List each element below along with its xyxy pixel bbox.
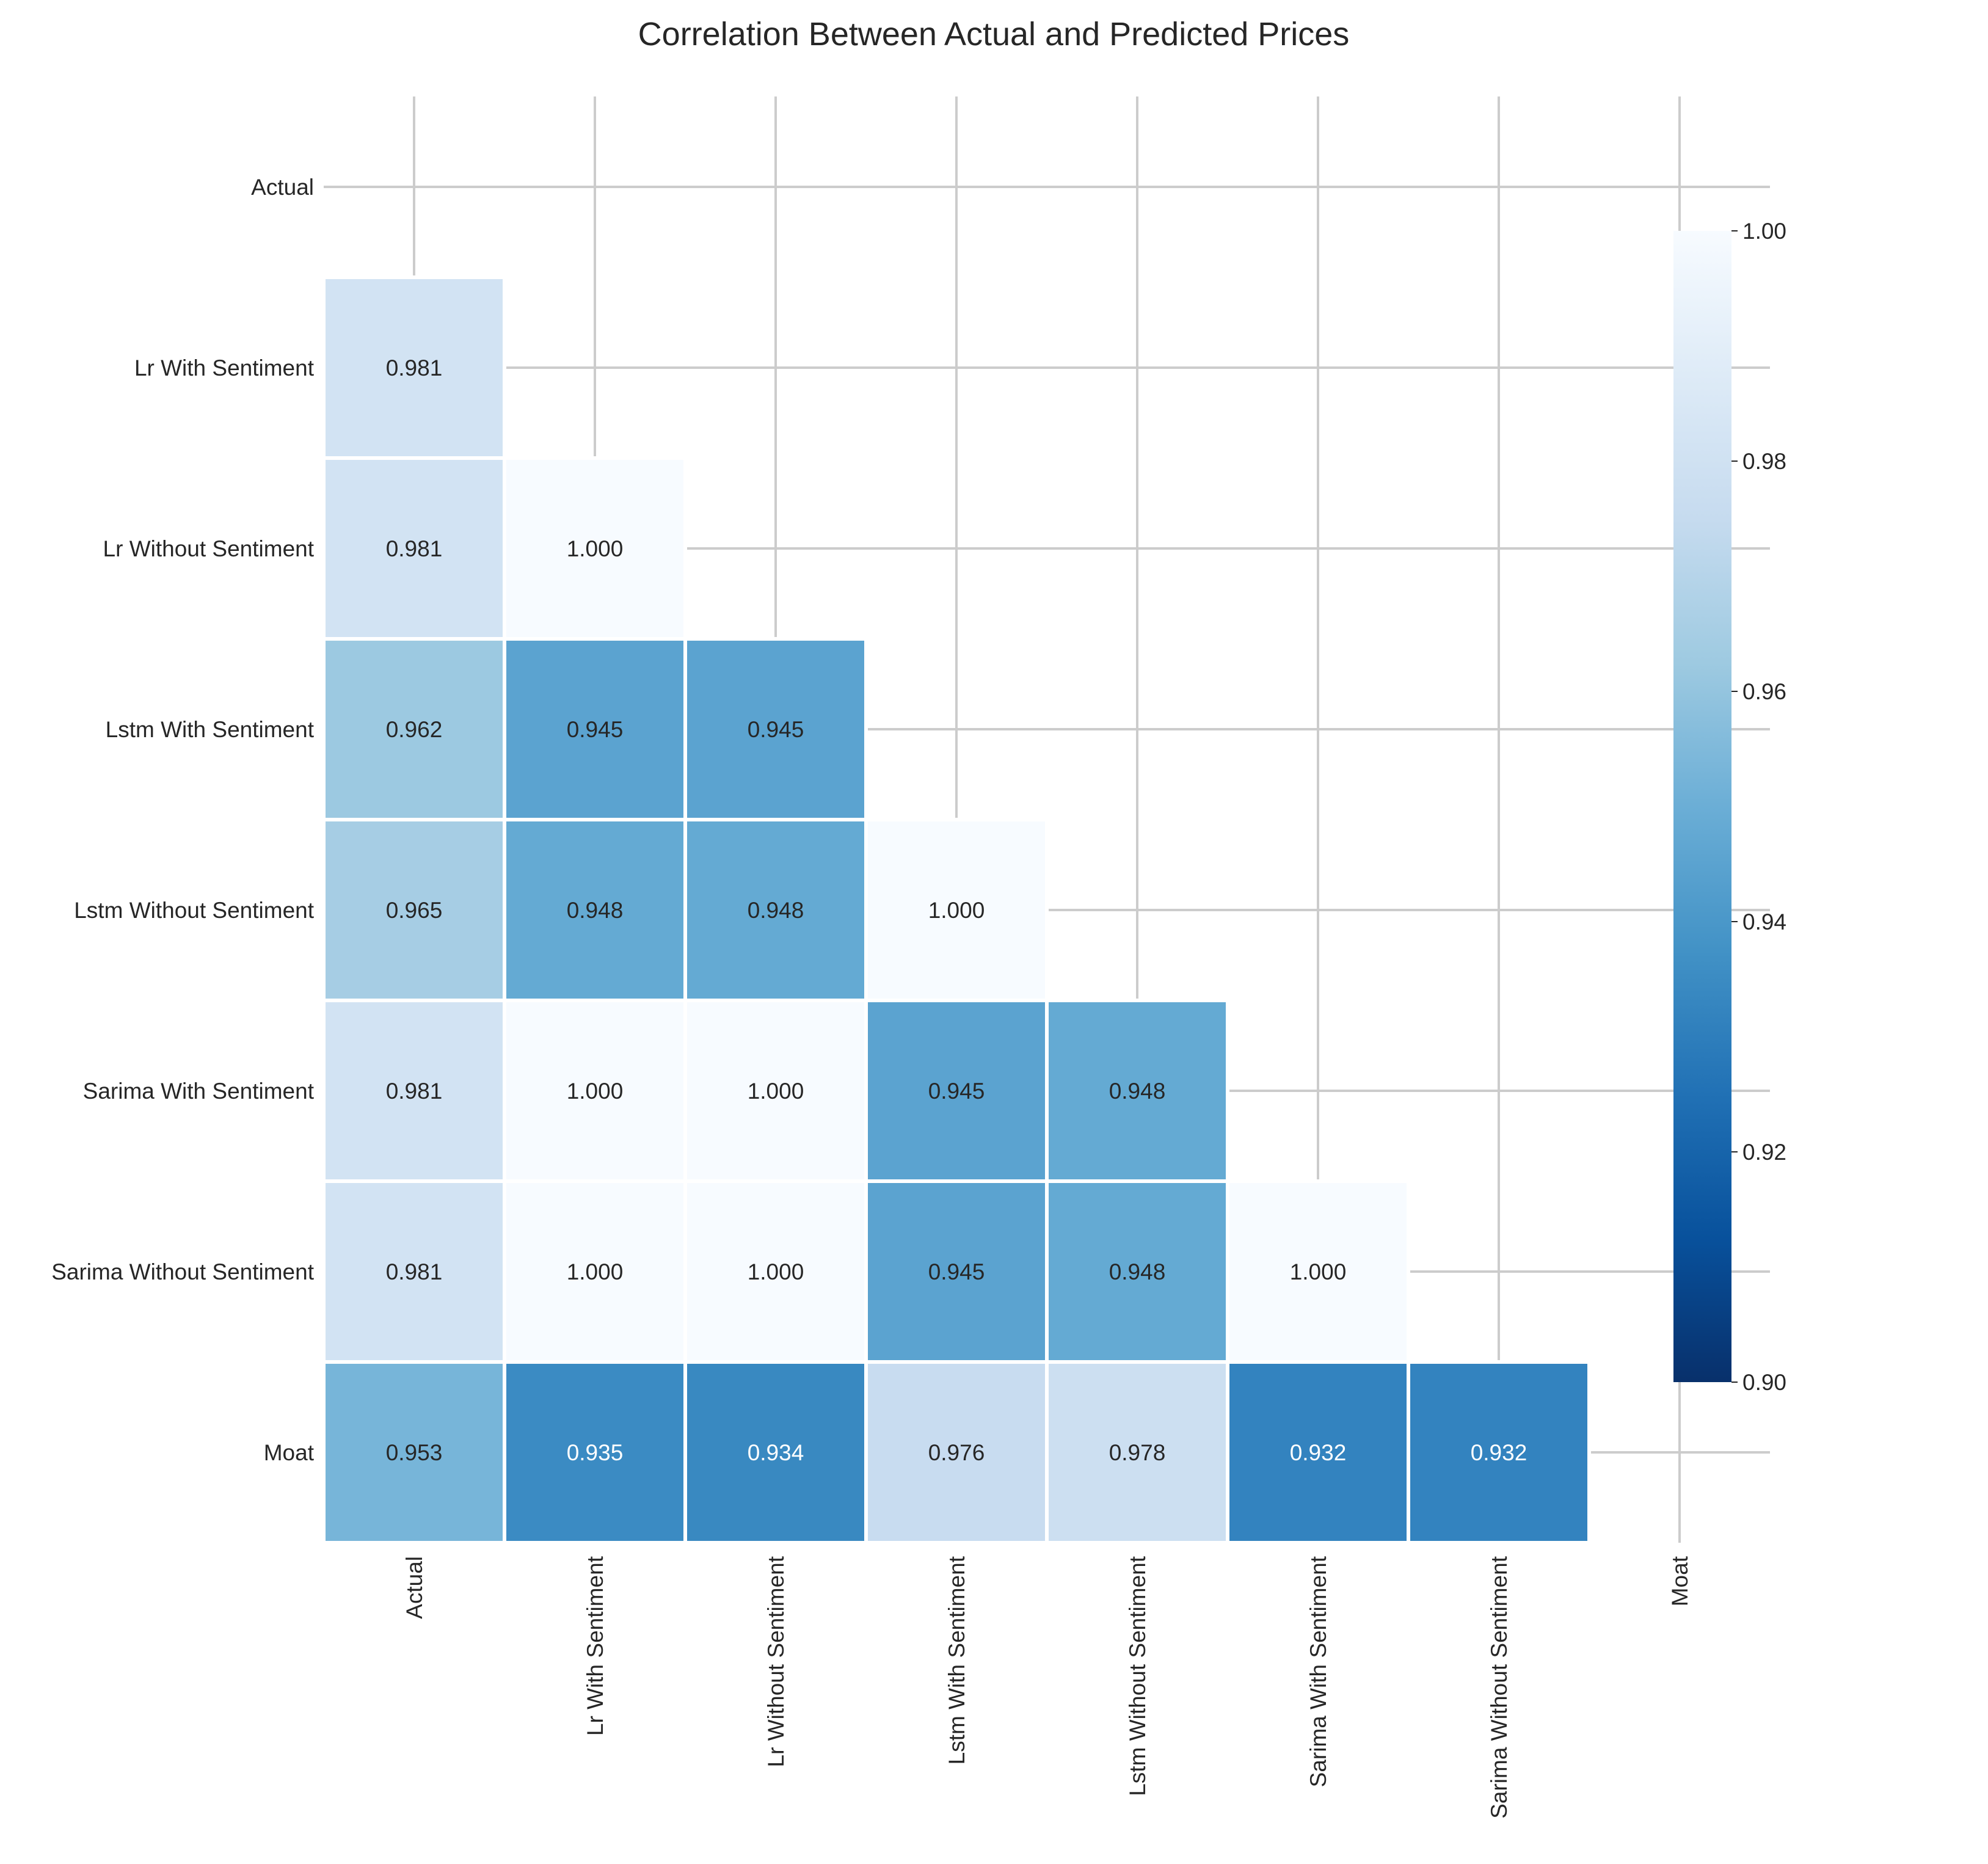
y-tick-label: Lstm Without Sentiment [74, 898, 314, 923]
cell-value-label: 0.932 [1290, 1440, 1347, 1465]
heatmap-cells: 0.981 0.981 1.000 0.962 0.945 0.945 0.965 0.948… [322, 275, 1591, 1545]
x-tick-label: Lr Without Sentiment [763, 1556, 788, 1767]
heatmap-cell [683, 1179, 868, 1364]
cell-value-label: 0.935 [567, 1440, 624, 1465]
colorbar-tick-label: 0.92 [1742, 1140, 1786, 1165]
colorbar-tick-label: 0.98 [1742, 449, 1786, 474]
cell-value-label: 0.981 [386, 1079, 443, 1104]
heatmap-cell [1407, 1360, 1591, 1545]
cell-value-label: 1.000 [748, 1079, 804, 1104]
y-tick-label: Sarima Without Sentiment [51, 1259, 315, 1284]
heatmap-cell [683, 637, 868, 821]
y-tick-label: Actual [251, 175, 314, 200]
cell-value-label: 0.948 [1109, 1079, 1166, 1104]
heatmap-cell [1226, 1179, 1410, 1364]
colorbar: 0.90 0.92 0.94 0.96 0.98 1.00 [1673, 219, 1786, 1395]
cell-value-label: 0.965 [386, 898, 443, 923]
x-tick-label: Actual [402, 1556, 427, 1619]
colorbar-gradient [1673, 231, 1731, 1382]
y-tick-label: Lstm With Sentiment [106, 717, 315, 742]
cell-value-label: 0.976 [928, 1440, 985, 1465]
heatmap-cell [683, 1360, 868, 1545]
cell-value-label: 0.948 [748, 898, 804, 923]
cell-value-label: 0.948 [1109, 1259, 1166, 1284]
y-tick-label: Lr With Sentiment [134, 355, 315, 380]
cell-value-label: 0.932 [1471, 1440, 1527, 1465]
heatmap-cell [322, 637, 506, 821]
heatmap-cell [1226, 1360, 1410, 1545]
y-tick-labels: Actual Lr With Sentiment Lr Without Sentim… [51, 175, 315, 1465]
y-tick-label: Lr Without Sentiment [103, 536, 315, 561]
cell-value-label: 1.000 [928, 898, 985, 923]
heatmap-cell [503, 637, 687, 821]
x-tick-labels: Actual Lr With Sentiment Lr Without Sentim… [402, 1556, 1692, 1819]
heatmap-cell [322, 1179, 506, 1364]
heatmap-cell [1045, 1360, 1229, 1545]
heatmap-cell [503, 1360, 687, 1545]
cell-value-label: 0.981 [386, 536, 443, 561]
x-tick-label: Lstm With Sentiment [944, 1556, 969, 1764]
cell-value-label: 1.000 [567, 1259, 624, 1284]
heatmap-cell [503, 456, 687, 641]
colorbar-ticks: 0.90 0.92 0.94 0.96 0.98 1.00 [1731, 219, 1786, 1395]
x-tick-label: Sarima With Sentiment [1306, 1556, 1331, 1787]
chart-title: Correlation Between Actual and Predicted… [638, 16, 1350, 53]
heatmap-cell [503, 999, 687, 1183]
cell-value-label: 1.000 [567, 536, 624, 561]
cell-value-label: 0.945 [928, 1079, 985, 1104]
heatmap-cell [503, 818, 687, 1002]
colorbar-tick-label: 0.90 [1742, 1370, 1786, 1395]
heatmap-cell [1045, 999, 1229, 1183]
cell-value-label: 1.000 [567, 1079, 624, 1104]
cell-value-label: 0.934 [748, 1440, 804, 1465]
x-tick-label: Lstm Without Sentiment [1125, 1556, 1150, 1796]
colorbar-tick-label: 0.96 [1742, 679, 1786, 704]
y-tick-label: Sarima With Sentiment [83, 1079, 315, 1104]
cell-value-label: 0.981 [386, 355, 443, 380]
cell-value-label: 1.000 [1290, 1259, 1347, 1284]
cell-value-label: 0.945 [567, 717, 624, 742]
heatmap-cell [683, 818, 868, 1002]
x-tick-label: Sarima Without Sentiment [1487, 1556, 1512, 1819]
heatmap-cell [322, 1360, 506, 1545]
cell-value-label: 0.948 [567, 898, 624, 923]
y-tick-label: Moat [264, 1440, 315, 1465]
cell-value-label: 0.953 [386, 1440, 443, 1465]
cell-value-label: 1.000 [748, 1259, 804, 1284]
x-tick-label: Moat [1667, 1556, 1692, 1606]
cell-value-label: 0.962 [386, 717, 443, 742]
colorbar-tick-label: 0.94 [1742, 909, 1786, 934]
heatmap-cell [864, 999, 1049, 1183]
heatmap-cell [322, 456, 506, 641]
heatmap-cell [864, 818, 1049, 1002]
heatmap-cell [1045, 1179, 1229, 1364]
cell-value-label: 0.981 [386, 1259, 443, 1284]
cell-value-label: 0.978 [1109, 1440, 1166, 1465]
cell-value-label: 0.945 [928, 1259, 985, 1284]
heatmap-cell [864, 1179, 1049, 1364]
x-tick-label: Lr With Sentiment [583, 1556, 608, 1736]
cell-value-label: 0.945 [748, 717, 804, 742]
colorbar-tick-label: 1.00 [1742, 219, 1786, 244]
